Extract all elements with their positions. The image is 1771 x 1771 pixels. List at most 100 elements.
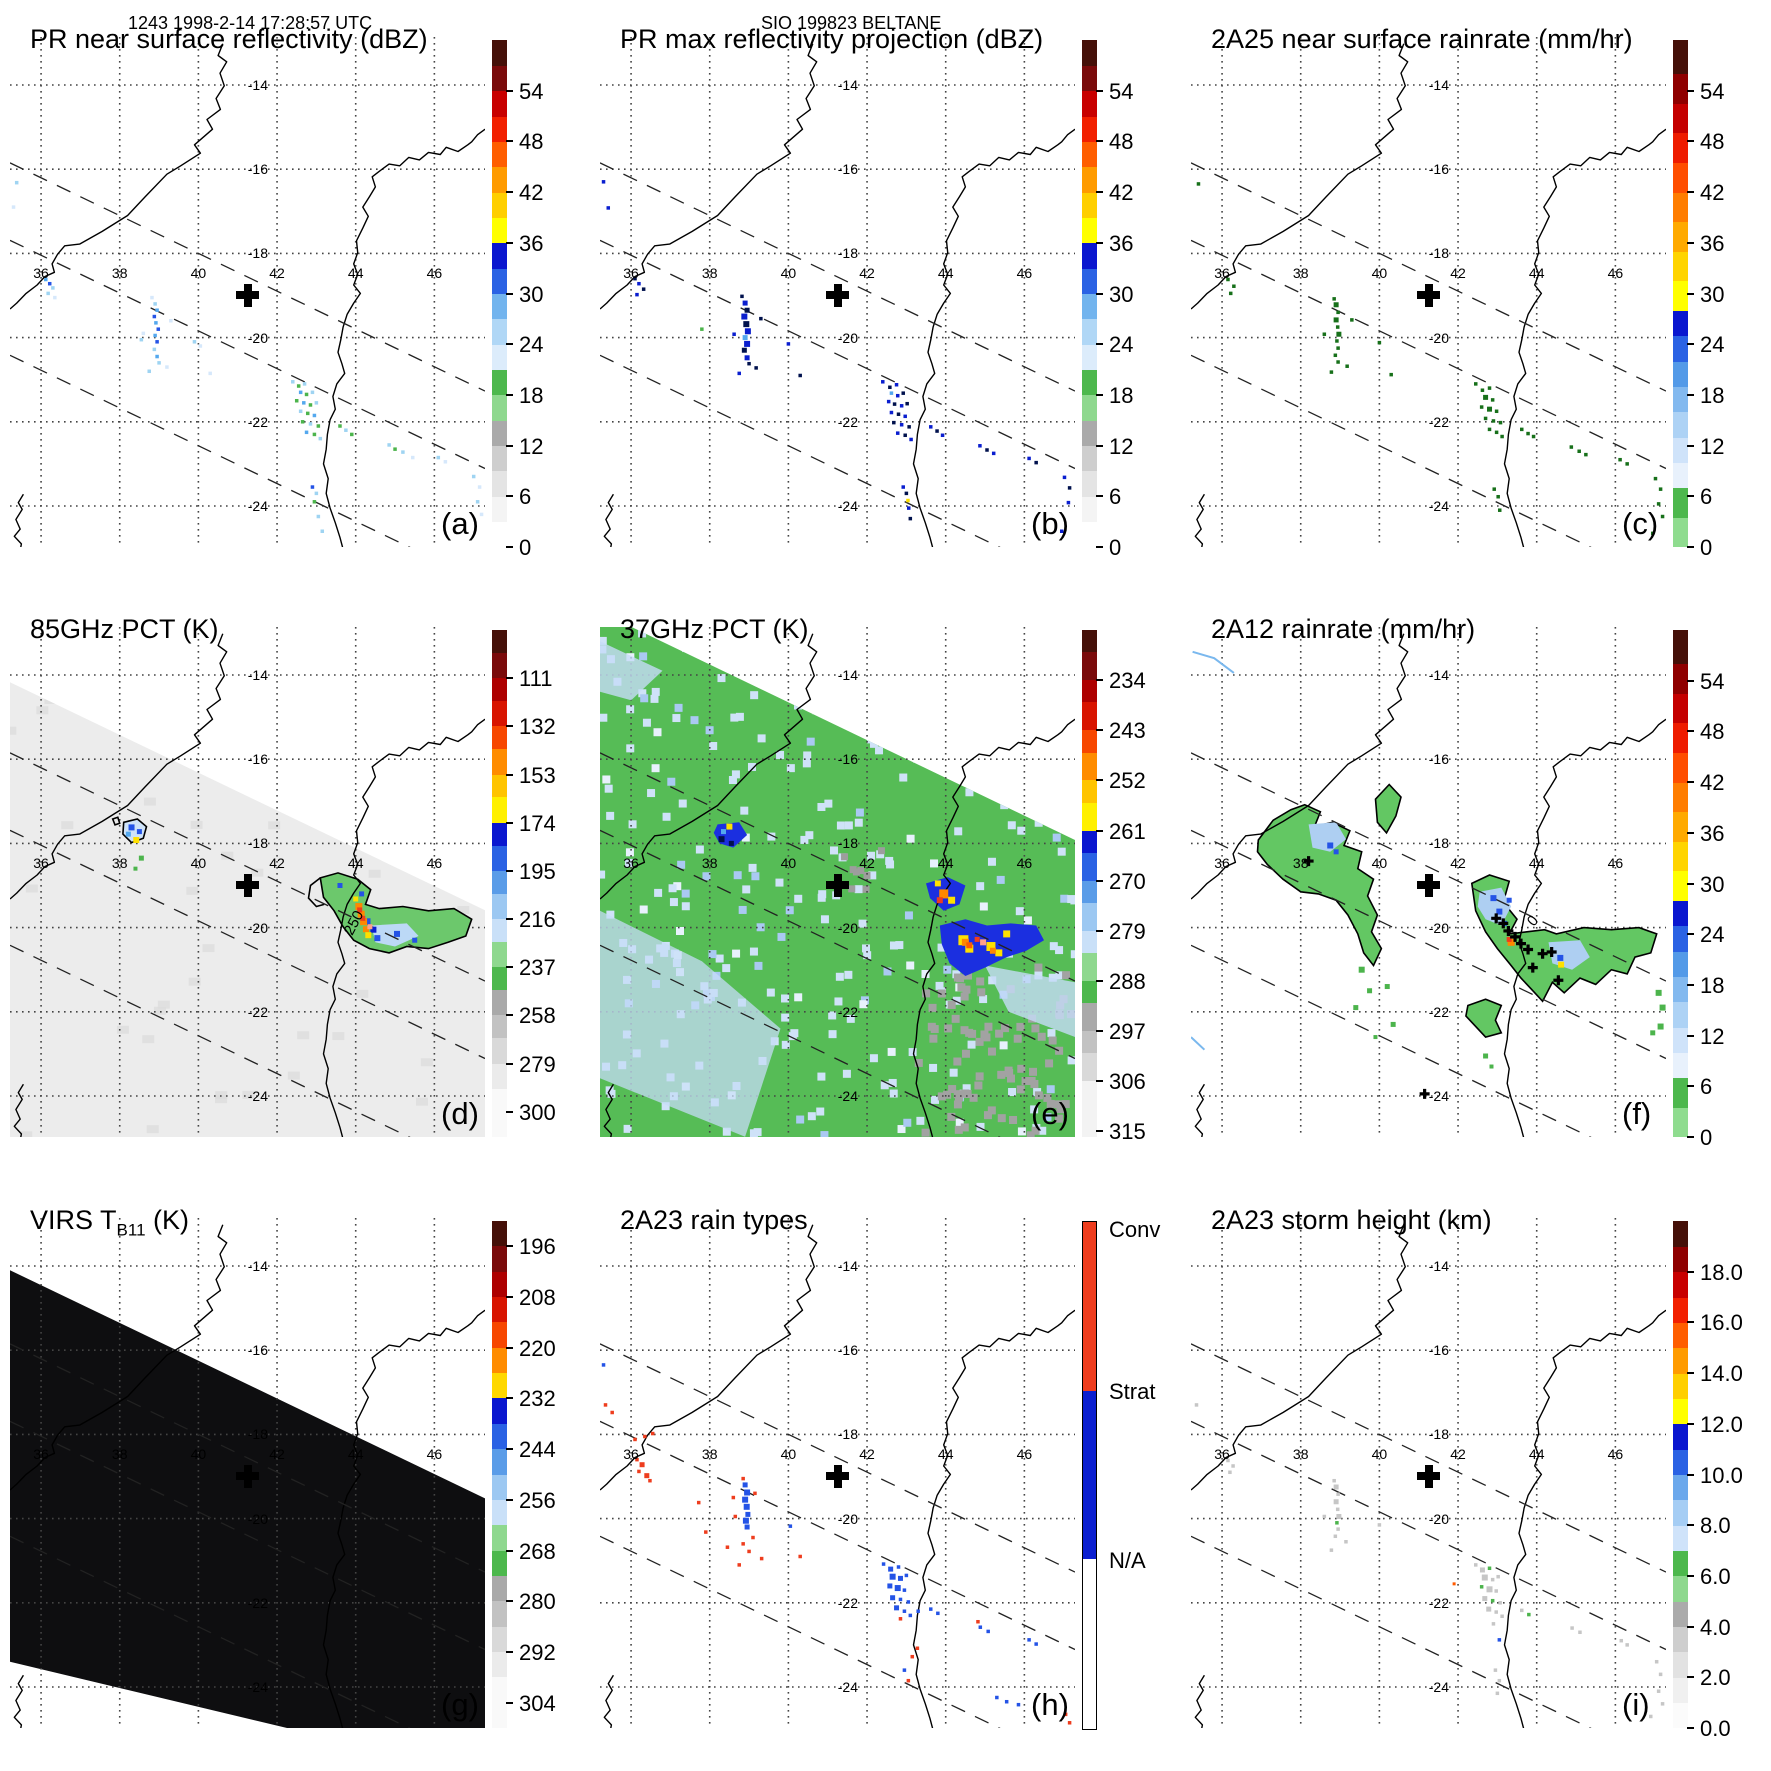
- rain-speckle: [1062, 475, 1067, 480]
- rain-speckle: [732, 332, 736, 336]
- rain-speckle: [798, 1554, 802, 1559]
- colorbar-tick-label: 195: [519, 858, 556, 884]
- swath-edge-line: [10, 752, 485, 982]
- colorbar-tick: [506, 1650, 513, 1653]
- colorbar-tick: [1687, 730, 1694, 733]
- rain-speckle: [155, 340, 159, 344]
- colorbar-tick-label: 111: [519, 666, 553, 692]
- colorbar-tick-label: 243: [1109, 718, 1146, 744]
- rain-speckle: [1336, 310, 1340, 315]
- colorbar-tick-label: 196: [519, 1234, 556, 1260]
- colorbar-tick: [1687, 1085, 1694, 1088]
- rain-speckle: [1495, 1691, 1500, 1696]
- grid-label-lon: 36: [1214, 1446, 1230, 1462]
- colorbar: [492, 630, 507, 1138]
- rain-speckle: [1660, 514, 1665, 519]
- grid-label-lat: -16: [1428, 1342, 1449, 1359]
- grid-label-lon: 44: [347, 1446, 364, 1462]
- colorbar-tick-label: 0: [1109, 535, 1122, 560]
- colorbar-tick-label: 36: [519, 230, 544, 256]
- panel-letter: (f): [1622, 1096, 1652, 1131]
- colorbar-tick: [506, 444, 513, 447]
- grid-label-lon: 42: [269, 855, 285, 871]
- colorbar-tick-label: 208: [519, 1285, 556, 1311]
- rain-speckle: [1226, 277, 1230, 282]
- rain-speckle: [44, 277, 48, 282]
- rain-speckle: [156, 327, 161, 331]
- colorbar: [1673, 630, 1688, 1138]
- rain-speckle: [165, 365, 169, 369]
- rain-speckle: [985, 448, 989, 452]
- colorbar-tick: [1687, 1270, 1694, 1273]
- rain-speckle: [1335, 325, 1340, 329]
- rain-speckle: [650, 1431, 655, 1436]
- rain-speckle: [788, 1524, 793, 1528]
- rain-speckle: [725, 1545, 730, 1549]
- swath-fill: [10, 1270, 485, 1728]
- colorbar-tick: [506, 1448, 513, 1451]
- colorbar-tick-label: 42: [1700, 180, 1725, 206]
- rain-speckle: [902, 1588, 907, 1592]
- rain-speckle: [1569, 445, 1574, 449]
- rain-speckle: [906, 1600, 911, 1604]
- grid-label-lat: -24: [247, 497, 268, 514]
- grid-label-lat: -18: [247, 835, 268, 852]
- colorbar-tick-label: 2.0: [1700, 1665, 1731, 1691]
- panel-i: 36 38 40 42 44 46 -14 -16 -18 -20 -22 -24 2A23 storm…: [1181, 1181, 1771, 1771]
- rain-speckle: [1656, 502, 1661, 506]
- rain-speckle: [1494, 1589, 1498, 1593]
- colorbar-tick-label: 279: [519, 1051, 556, 1077]
- grid-label-lat: -18: [247, 245, 268, 262]
- panel-g: 36 38 40 42 44 46 -14 -16 -18 -20 -22 -24 VIRS TB11 …: [0, 1181, 590, 1771]
- rain-speckle: [1649, 1714, 1653, 1719]
- colorbar-tick: [1687, 1372, 1694, 1375]
- grid-label-lat: -14: [837, 1257, 858, 1274]
- rain-speckle: [1491, 419, 1496, 423]
- rain-speckle: [896, 1565, 901, 1569]
- grid-label-lon: 40: [1371, 855, 1388, 871]
- grid-label-lat: -16: [247, 1342, 268, 1359]
- colorbar-tick-label: 12: [1700, 433, 1725, 459]
- grid-label-lon: 46: [1016, 1446, 1033, 1462]
- storm-center-cross: [1417, 873, 1441, 897]
- colorbar-tick: [1687, 1574, 1694, 1577]
- colorbar: [492, 40, 507, 548]
- rain-speckle: [743, 1503, 750, 1510]
- rain-speckle: [1494, 430, 1499, 435]
- grid-label-lon: 46: [426, 265, 443, 281]
- grid-label-lon: 36: [1214, 855, 1230, 871]
- rain-speckle: [889, 410, 894, 415]
- swath-edge-line: [10, 829, 485, 1060]
- rain-speckle: [51, 286, 55, 290]
- rain-speckle: [896, 412, 901, 416]
- rain-speckle: [1452, 1582, 1456, 1586]
- colorbar-tick-label: 16.0: [1700, 1310, 1743, 1336]
- rain-speckle: [298, 409, 303, 414]
- colorbar-tick-label: 315: [1109, 1119, 1146, 1145]
- rain-speckle: [901, 485, 905, 489]
- grid-label-lat: -14: [1428, 666, 1449, 683]
- grid-label-lat: -18: [837, 245, 858, 262]
- rain-speckle: [387, 443, 391, 447]
- rain-speckle: [1333, 1534, 1338, 1539]
- rain-speckle: [1333, 1484, 1339, 1490]
- swath-edge-line: [10, 1535, 411, 1728]
- rain-speckle: [991, 451, 996, 456]
- rain-speckle: [169, 319, 173, 323]
- swath-edge-line: [600, 354, 1001, 547]
- colorbar-tick-label: 279: [1109, 918, 1146, 944]
- data-blob: [1256, 803, 1383, 968]
- rain-speckle: [479, 512, 484, 517]
- rain-speckle: [1016, 1702, 1021, 1707]
- rain-speckle: [1577, 449, 1581, 454]
- storm-center-cross: [236, 1464, 260, 1488]
- grid-label-lat: -20: [837, 1510, 858, 1527]
- swath-edge-line: [600, 1343, 1075, 1573]
- rain-speckle: [1027, 1638, 1031, 1642]
- colorbar-tick: [506, 1498, 513, 1501]
- rain-speckle: [1483, 416, 1488, 421]
- rain-speckle: [1487, 1566, 1492, 1571]
- colorbar-tick-label: 30: [1700, 281, 1725, 307]
- lightning-flash-marker: [1523, 944, 1534, 955]
- colorbar-tick: [506, 546, 513, 548]
